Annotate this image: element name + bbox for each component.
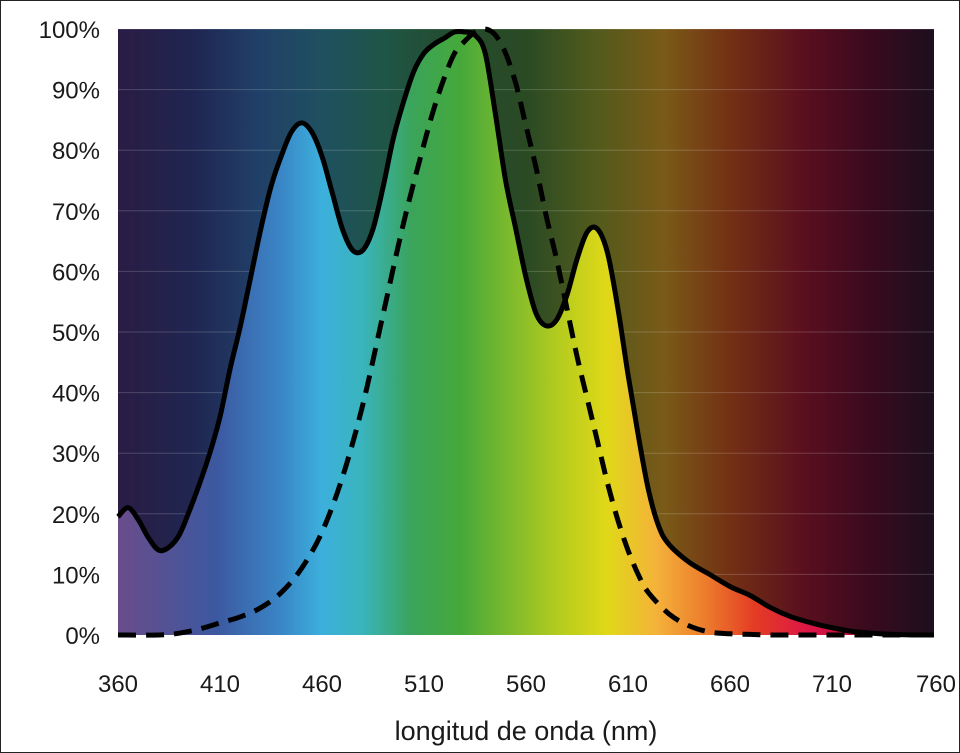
x-tick-label: 360 — [98, 671, 138, 698]
y-tick-label: 70% — [52, 199, 100, 226]
y-tick-label: 20% — [52, 502, 100, 529]
x-tick-label: 510 — [404, 671, 444, 698]
x-axis-ticks: 360 410 460 510 560 610 660 710 760 — [98, 671, 956, 698]
x-tick-label: 710 — [812, 671, 852, 698]
dashed-series-line — [117, 26, 934, 638]
y-tick-label: 100% — [39, 17, 100, 44]
y-tick-label: 40% — [52, 381, 100, 408]
y-tick-label: 0% — [65, 623, 100, 650]
y-tick-label: 10% — [52, 562, 100, 589]
y-tick-label: 60% — [52, 259, 100, 286]
y-tick-label: 90% — [52, 78, 100, 105]
y-tick-label: 80% — [52, 138, 100, 165]
x-tick-label: 660 — [710, 671, 750, 698]
x-tick-label: 410 — [200, 671, 240, 698]
x-tick-label: 560 — [506, 671, 546, 698]
x-tick-label: 760 — [916, 671, 956, 698]
solid-series-line — [116, 28, 935, 638]
y-axis-ticks: 0% 10% 20% 30% 40% 50% 60% 70% 80% 90% 100% — [39, 17, 100, 650]
x-tick-label: 610 — [608, 671, 648, 698]
y-tick-label: 50% — [52, 320, 100, 347]
x-axis-label: longitud de onda (nm) — [395, 716, 658, 746]
x-tick-label: 460 — [302, 671, 342, 698]
solid-series-fill — [118, 31, 934, 635]
y-tick-label: 30% — [52, 441, 100, 468]
